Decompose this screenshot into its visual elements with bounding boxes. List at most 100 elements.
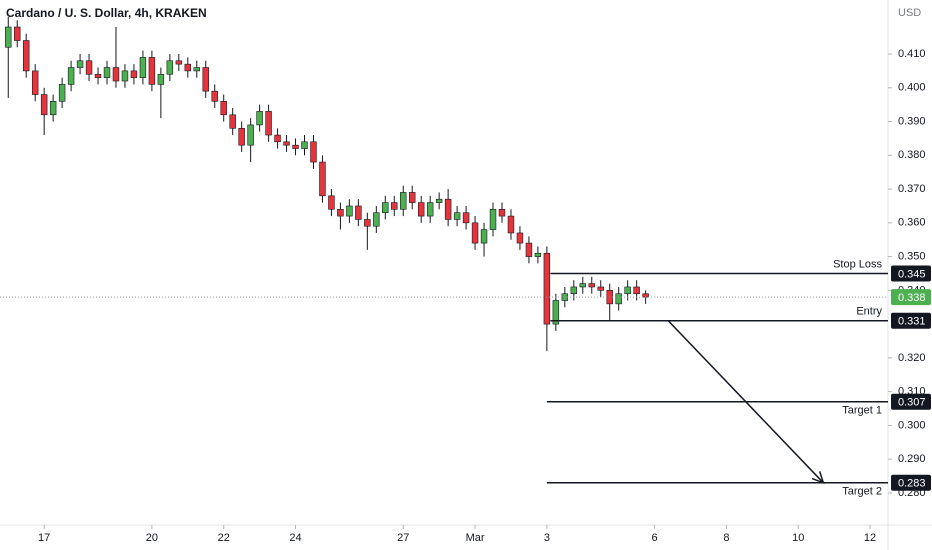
candle-body	[112, 67, 120, 82]
candle-body	[139, 57, 147, 78]
candle-body	[31, 70, 39, 95]
candle-body	[193, 67, 200, 72]
x-tick-label: Mar	[466, 532, 485, 544]
candle-body	[328, 195, 335, 210]
x-tick-label: 22	[218, 532, 230, 544]
candle-body	[355, 205, 362, 220]
candle-body	[534, 252, 542, 257]
y-tick-label: 0.290	[898, 453, 926, 465]
candle-body	[400, 192, 407, 210]
candle-body	[256, 111, 263, 126]
y-tick-label: 0.370	[898, 183, 926, 195]
x-tick-label: 17	[38, 532, 50, 544]
candle-body	[283, 141, 290, 146]
candle-body	[94, 73, 102, 78]
candle-body	[103, 67, 111, 78]
candle-body	[633, 286, 640, 295]
candle-body	[444, 198, 452, 220]
candle-body	[570, 286, 578, 295]
candle-body	[409, 192, 416, 203]
candle-body	[471, 222, 479, 244]
candle-body	[220, 100, 227, 116]
candle-body	[498, 209, 506, 217]
y-axis-label: USD	[898, 7, 921, 19]
level-box	[891, 265, 931, 282]
candle-body	[337, 209, 344, 217]
candle-body	[265, 111, 272, 136]
candle-body	[373, 212, 380, 227]
level-name: Entry	[856, 306, 882, 318]
candle-body	[247, 124, 254, 146]
y-tick-label: 0.320	[898, 352, 926, 364]
x-tick-label: 27	[397, 532, 409, 544]
candle-body	[552, 300, 560, 325]
x-tick-label: 24	[289, 532, 301, 544]
candle-body	[417, 202, 425, 217]
candle-body	[525, 242, 533, 257]
level-label: 0.345	[898, 268, 926, 280]
candle-body	[310, 141, 317, 163]
candle-body	[148, 57, 156, 85]
candle-body	[382, 202, 389, 214]
level-label: 0.331	[898, 316, 926, 328]
x-tick-label: 10	[792, 532, 804, 544]
x-tick-label: 12	[864, 532, 876, 544]
x-tick-label: 3	[544, 532, 550, 544]
y-tick-label: 0.390	[898, 115, 926, 127]
candle-body	[615, 293, 622, 305]
y-tick-label: 0.410	[898, 48, 926, 60]
level-name: Target 1	[842, 405, 882, 417]
candle-body	[5, 26, 12, 48]
candle-body	[175, 60, 183, 65]
candle-body	[301, 141, 308, 149]
candle-body	[453, 212, 461, 220]
level-label: 0.307	[898, 397, 926, 409]
level-box	[891, 312, 931, 329]
candle-body	[121, 70, 129, 82]
y-tick-label: 0.350	[898, 250, 926, 262]
candle-body	[364, 219, 371, 227]
candle-body	[49, 100, 57, 116]
level-box	[891, 393, 931, 410]
candle-body	[597, 286, 604, 291]
candle-body	[166, 60, 174, 75]
chart-title: Cardano / U. S. Dollar, 4h, KRAKEN	[6, 6, 207, 20]
x-tick-label: 6	[652, 532, 658, 544]
candle-body	[489, 209, 497, 230]
level-box	[891, 474, 931, 491]
candle-body	[624, 286, 631, 295]
x-tick-label: 20	[146, 532, 158, 544]
candle-body	[238, 127, 245, 146]
candle-body	[211, 90, 218, 102]
y-tick-label: 0.300	[898, 419, 926, 431]
candle-body	[480, 229, 488, 244]
candle-body	[588, 283, 595, 288]
candle-body	[292, 144, 299, 149]
candle-body	[40, 94, 48, 116]
candle-body	[426, 202, 434, 217]
level-label: 0.283	[898, 478, 926, 490]
candle-body	[391, 202, 398, 210]
candle-body	[157, 73, 165, 85]
candle-body	[507, 215, 515, 234]
candle-body	[130, 70, 138, 78]
y-tick-label: 0.380	[898, 149, 926, 161]
candle-body	[229, 114, 236, 129]
candle-body	[642, 293, 649, 298]
last-price-box	[891, 289, 931, 306]
candle-body	[319, 161, 326, 197]
candle-body	[579, 283, 587, 288]
candle-body	[22, 40, 30, 72]
candle-body	[85, 60, 93, 75]
candle-body	[202, 67, 209, 92]
x-tick-label: 8	[723, 532, 729, 544]
y-tick-label: 0.360	[898, 217, 926, 229]
candle-body	[14, 26, 21, 41]
candle-body	[435, 198, 443, 203]
level-name: Stop Loss	[833, 258, 882, 270]
arrow-line	[667, 320, 824, 484]
arrow-head	[811, 471, 825, 485]
candle-body	[462, 212, 470, 224]
